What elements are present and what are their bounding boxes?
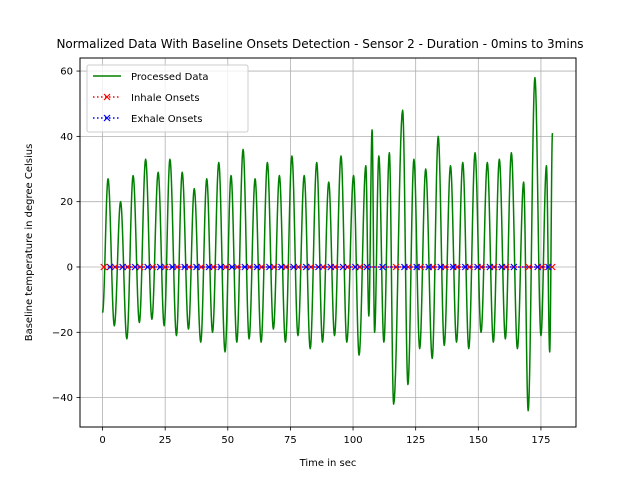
legend-marker-inhale xyxy=(103,93,111,101)
axes-frame xyxy=(79,57,577,428)
inhale-onset-marker xyxy=(100,263,108,271)
legend-marker-exhale xyxy=(103,114,111,122)
inhale-onset-marker xyxy=(124,263,132,271)
exhale-onset-marker xyxy=(498,263,506,271)
legend: Processed Data Inhale Onsets Exhale Onse… xyxy=(86,64,249,133)
exhale-onset-marker xyxy=(181,263,189,271)
exhale-onset-marker xyxy=(449,263,457,271)
exhale-onset-marker xyxy=(131,263,139,271)
exhale-onset-marker xyxy=(474,263,481,271)
exhale-onset-marker xyxy=(277,263,285,271)
processed-data-line xyxy=(101,76,554,412)
chart-title: Normalized Data With Baseline Onsets Det… xyxy=(56,37,583,51)
exhale-onset-marker xyxy=(169,263,176,271)
exhale-onset-marker xyxy=(265,263,273,271)
y-tick-label: −20 xyxy=(52,328,73,339)
inhale-onset-marker xyxy=(525,263,533,271)
exhale-onset-marker xyxy=(339,263,347,271)
exhale-onset-marker xyxy=(486,263,494,271)
x-tick-label: 150 xyxy=(469,435,488,446)
exhale-onset-marker xyxy=(144,263,152,271)
legend-label-inhale: Inhale Onsets xyxy=(131,93,200,104)
exhale-onset-marker xyxy=(363,263,371,271)
y-tick-label: 60 xyxy=(60,67,73,78)
exhale-onset-marker xyxy=(461,263,469,271)
exhale-onset-marker xyxy=(205,263,213,271)
x-tick-label: 175 xyxy=(531,435,550,446)
exhale-onset-marker xyxy=(351,263,359,271)
exhale-onset-marker xyxy=(156,263,164,271)
y-tick-label: 40 xyxy=(60,132,73,143)
x-tick-label: 50 xyxy=(221,435,234,446)
exhale-onset-marker xyxy=(510,263,518,271)
exhale-onset-marker xyxy=(534,263,542,271)
exhale-onset-marker xyxy=(302,263,310,271)
exhale-onset-marker xyxy=(106,263,114,271)
inhale-onset-marker xyxy=(233,263,241,271)
exhale-onset-marker xyxy=(315,263,322,271)
inhale-onset-marker xyxy=(149,263,157,271)
y-tick-label: 0 xyxy=(67,262,73,273)
exhale-onset-marker xyxy=(228,263,236,271)
exhale-onset-marker xyxy=(241,263,249,271)
exhale-onset-marker xyxy=(437,263,445,271)
legend-label-exhale: Exhale Onsets xyxy=(131,114,203,125)
exhale-onset-marker xyxy=(217,263,225,271)
x-tick-label: 0 xyxy=(99,435,105,446)
inhale-onset-marker xyxy=(136,263,144,271)
exhale-onset-marker xyxy=(379,263,387,271)
exhale-onset-marker xyxy=(119,263,127,271)
y-tick-label: 20 xyxy=(60,197,73,208)
exhale-onset-marker xyxy=(193,263,200,271)
exhale-onset-marker xyxy=(290,263,298,271)
inhale-onset-marker xyxy=(161,263,169,271)
inhale-onset-marker xyxy=(222,263,230,271)
y-axis-label: Baseline temperature in degree Celsius xyxy=(24,144,35,342)
exhale-onset-marker xyxy=(327,263,335,271)
x-axis-label: Time in sec xyxy=(299,458,357,469)
exhale-onset-marker xyxy=(425,263,433,271)
x-tick-label: 25 xyxy=(159,435,172,446)
legend-box xyxy=(86,64,249,133)
plot-area xyxy=(100,76,556,412)
x-tick-label: 125 xyxy=(406,435,425,446)
inhale-onset-marker xyxy=(392,263,400,271)
ticks: 0 25 50 75 100 125 150 175 −40 −20 0 20 40 60 xyxy=(52,67,551,446)
x-tick-label: 75 xyxy=(284,435,297,446)
y-tick-label: −40 xyxy=(52,393,73,404)
legend-label-processed: Processed Data xyxy=(131,72,209,83)
exhale-onset-marker xyxy=(545,263,552,271)
x-tick-label: 100 xyxy=(344,435,363,446)
exhale-onset-marker xyxy=(413,263,421,271)
exhale-onset-marker xyxy=(400,263,408,271)
exhale-onset-marker xyxy=(253,263,261,271)
